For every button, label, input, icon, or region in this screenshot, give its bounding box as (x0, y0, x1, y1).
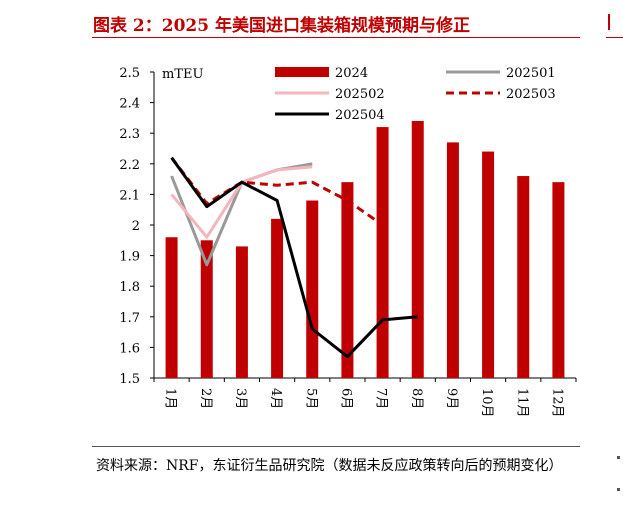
y-tick-label: 1.8 (119, 280, 140, 295)
y-tick-label: 2 (132, 219, 140, 234)
bar-2024-7 (376, 127, 389, 378)
bar-2024-10 (482, 151, 495, 378)
x-tick-label: 11月 (514, 388, 529, 418)
bar-2024-11 (517, 176, 530, 378)
y-tick-label: 2.5 (119, 66, 140, 81)
bar-2024-1 (165, 237, 178, 378)
bar-2024-9 (446, 142, 459, 378)
x-tick-label: 4月 (268, 388, 283, 409)
y-tick-label: 2.1 (119, 188, 140, 203)
adjacent-title-fragment (608, 14, 610, 30)
legend-label-202503: 202503 (506, 87, 556, 102)
y-tick-label: 2.2 (119, 158, 140, 173)
x-tick-label: 1月 (163, 388, 178, 409)
adjacent-text-fragment (617, 488, 620, 491)
bar-2024-4 (271, 218, 284, 378)
x-tick-label: 10月 (479, 388, 494, 418)
adjacent-text-fragment (617, 456, 620, 459)
x-tick-label: 9月 (444, 388, 459, 409)
bar-2024-6 (341, 182, 354, 378)
title-rule (92, 37, 580, 38)
source-note: 资料来源：NRF，东证衍生品研究院（数据未反应政策转向后的预期变化） (96, 458, 563, 474)
y-tick-label: 1.9 (119, 250, 140, 265)
adjacent-rule-fragment (606, 37, 623, 38)
legend-label-202504: 202504 (335, 108, 385, 123)
bar-2024-8 (411, 120, 424, 379)
series-line-202503 (170, 156, 384, 227)
y-tick-label: 1.6 (119, 341, 140, 356)
y-tick-label: 1.5 (119, 372, 140, 387)
figure-title: 图表 2：2025 年美国进口集装箱规模预期与修正 (93, 16, 470, 36)
x-tick-label: 12月 (549, 388, 564, 418)
bar-2024-5 (306, 200, 319, 378)
y-tick-label: 2.3 (119, 127, 140, 142)
source-rule (92, 446, 580, 447)
x-tick-label: 7月 (374, 388, 389, 409)
bar-2024-3 (235, 246, 248, 378)
legend-label-202502: 202502 (335, 87, 385, 102)
y-tick-label: 1.7 (119, 311, 140, 326)
x-tick-label: 8月 (409, 388, 424, 409)
x-tick-label: 3月 (233, 388, 248, 409)
legend-swatch-2024 (275, 67, 329, 77)
x-tick-label: 6月 (338, 388, 353, 409)
bar-2024-2 (200, 240, 213, 378)
legend-label-2024: 2024 (335, 66, 368, 81)
chart: 1.5 1.6 1.7 1.8 1.9 2 2.1 2.2 2.3 2.4 2.5 mTEU 1月 2月 3… (119, 66, 577, 418)
x-tick-label: 5月 (303, 388, 318, 409)
x-tick-label: 2月 (198, 388, 213, 409)
bar-2024-12 (552, 182, 565, 378)
y-tick-label: 2.4 (119, 97, 140, 112)
legend-label-202501: 202501 (506, 66, 556, 81)
series-line-202504 (170, 156, 418, 359)
y-unit-label: mTEU (162, 67, 203, 82)
